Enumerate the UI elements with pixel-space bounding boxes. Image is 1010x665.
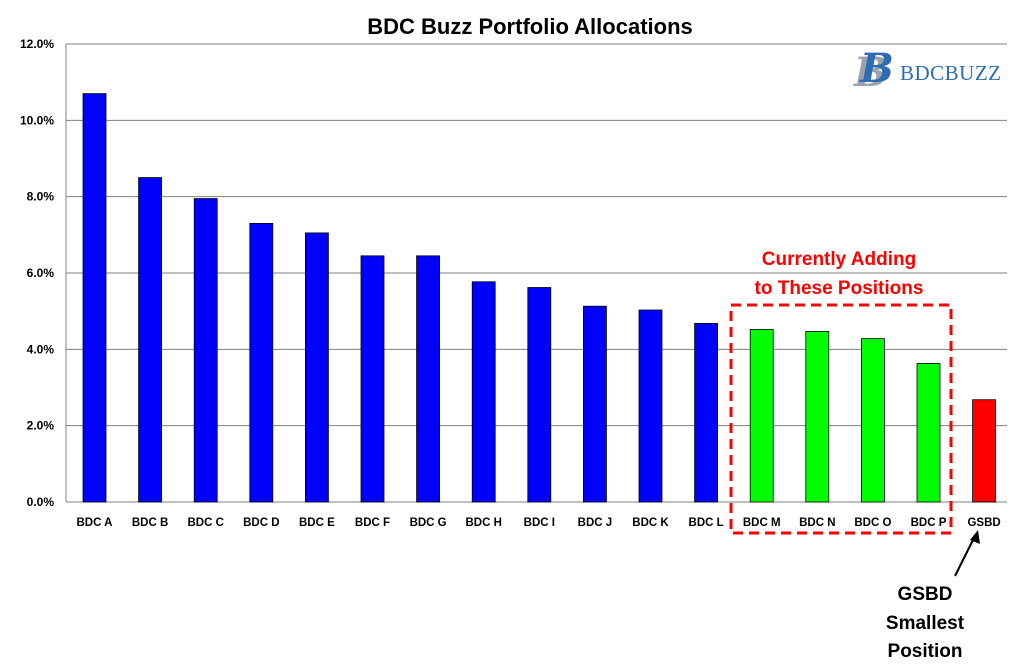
bar-gsbd bbox=[972, 399, 996, 503]
smallest-annotation: GSBD Smallest Position bbox=[886, 530, 980, 662]
adding-label-line2: to These Positions bbox=[755, 278, 924, 299]
x-axis-labels: BDC A BDC B BDC C BDC D BDC E BDC F BDC G BDC H… bbox=[77, 517, 1001, 529]
y-tick-label: 0.0% bbox=[27, 495, 55, 509]
bar-bdc-a bbox=[82, 93, 107, 503]
x-tick-label: BDC E bbox=[299, 517, 335, 529]
bdcbuzz-logo: B B BDCBUZZ bbox=[853, 45, 1002, 96]
y-tick-label: 6.0% bbox=[27, 266, 55, 280]
x-tick-label: BDC M bbox=[743, 517, 781, 529]
x-tick-label: BDC O bbox=[854, 517, 891, 529]
bar-bdc-j bbox=[583, 305, 607, 503]
smallest-label-line2: Smallest bbox=[886, 613, 965, 634]
bar-bdc-i bbox=[527, 287, 552, 503]
x-tick-label: BDC C bbox=[187, 517, 223, 529]
y-tick-label: 12.0% bbox=[20, 37, 54, 51]
x-tick-label: BDC D bbox=[243, 517, 279, 529]
x-tick-label: BDC J bbox=[578, 517, 613, 529]
chart-title: BDC Buzz Portfolio Allocations bbox=[367, 14, 693, 39]
x-tick-label: BDC G bbox=[410, 517, 447, 529]
x-tick-label: BDC I bbox=[524, 517, 555, 529]
smallest-label-line3: Position bbox=[888, 641, 963, 662]
bar-bdc-l bbox=[694, 322, 718, 503]
logo-mark: B bbox=[859, 45, 894, 92]
smallest-arrow-line bbox=[954, 535, 976, 577]
x-tick-label: BDC F bbox=[355, 517, 390, 529]
x-tick-label: BDC P bbox=[911, 517, 947, 529]
x-tick-label: BDC H bbox=[465, 517, 501, 529]
logo-mark-shadow: B bbox=[853, 49, 888, 96]
bar-bdc-m bbox=[749, 329, 774, 503]
y-tick-label: 8.0% bbox=[27, 190, 55, 204]
bar-bdc-h bbox=[471, 281, 496, 503]
bar-bdc-p bbox=[916, 363, 941, 503]
x-tick-label: BDC N bbox=[799, 517, 835, 529]
bar-bdc-o bbox=[861, 338, 885, 503]
adding-label-line1: Currently Adding bbox=[762, 249, 916, 270]
x-tick-label: BDC A bbox=[77, 517, 113, 529]
bar-bdc-g bbox=[416, 255, 441, 503]
adding-annotation: Currently Adding to These Positions bbox=[729, 249, 953, 535]
bar-bdc-e bbox=[304, 232, 329, 503]
x-tick-label: GSBD bbox=[967, 517, 1000, 529]
smallest-arrow-head bbox=[970, 530, 980, 544]
bars bbox=[82, 93, 996, 503]
bar-bdc-c bbox=[193, 198, 218, 503]
y-tick-label: 10.0% bbox=[20, 113, 54, 127]
smallest-label-line1: GSBD bbox=[898, 584, 953, 605]
y-tick-label: 2.0% bbox=[27, 419, 55, 433]
y-tick-label: 4.0% bbox=[27, 342, 55, 356]
bar-bdc-b bbox=[138, 177, 163, 503]
x-tick-label: BDC B bbox=[132, 517, 168, 529]
bar-bdc-n bbox=[805, 330, 830, 503]
logo-text: BDCBUZZ bbox=[900, 61, 1002, 85]
bar-bdc-f bbox=[360, 255, 385, 503]
x-tick-label: BDC L bbox=[689, 517, 724, 529]
x-tick-label: BDC K bbox=[632, 517, 669, 529]
bar-bdc-k bbox=[638, 309, 663, 503]
y-axis-ticks: 0.0% 2.0% 4.0% 6.0% 8.0% 10.0% 12.0% bbox=[20, 37, 54, 509]
bar-bdc-d bbox=[249, 222, 274, 503]
